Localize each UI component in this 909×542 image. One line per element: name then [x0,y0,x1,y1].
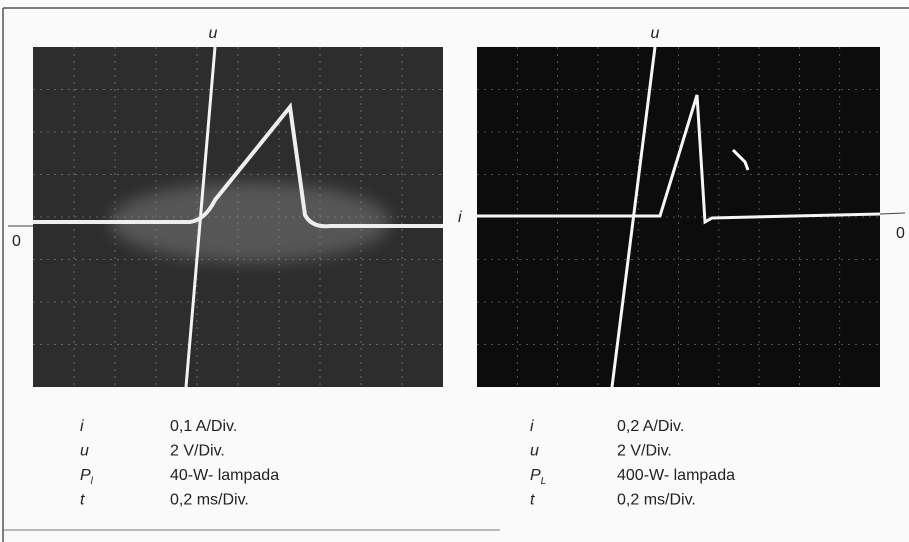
symbol: u [530,443,539,460]
legend-value: 2 V/Div. [170,443,225,460]
symbol: i [530,418,534,435]
legend-value: 400-W- lampada [617,467,735,484]
current-trace [33,102,443,229]
symbol: t [80,492,85,509]
artifact [731,148,750,171]
legend-symbol: i [80,418,84,435]
symbol: t [530,492,535,509]
voltage-trace [184,46,217,388]
legend-symbol: Pl [80,467,94,487]
zero-line [879,212,906,215]
legend-symbol: t [530,492,535,509]
zero-label: 0 [12,233,21,250]
legend-symbol: u [530,443,539,460]
legend-symbol: u [80,443,89,460]
legend-symbol: t [80,492,85,509]
left-label: i [458,209,462,226]
zero-label: 0 [896,225,905,242]
legend-value: 0,2 ms/Div. [617,492,696,509]
legend-symbol: PL [530,467,546,487]
symbol: P [80,467,91,484]
legend-value: 0,2 ms/Div. [170,492,249,509]
current-trace [477,94,881,225]
top-label: u [209,25,218,42]
symbol: P [530,467,541,484]
screen-right [477,46,881,388]
legend-symbol: i [530,418,534,435]
legend-value: 2 V/Div. [617,443,672,460]
top-label: u [651,25,660,42]
subscript: l [91,476,94,487]
glow [110,182,390,262]
symbol: i [80,418,84,435]
legend-value: 0,1 A/Div. [170,418,237,435]
subscript: L [541,476,547,487]
screen-left [33,46,443,388]
legend-value: 40-W- lampada [170,467,279,484]
symbol: u [80,443,89,460]
voltage-trace [610,46,657,388]
legend-value: 0,2 A/Div. [617,418,684,435]
